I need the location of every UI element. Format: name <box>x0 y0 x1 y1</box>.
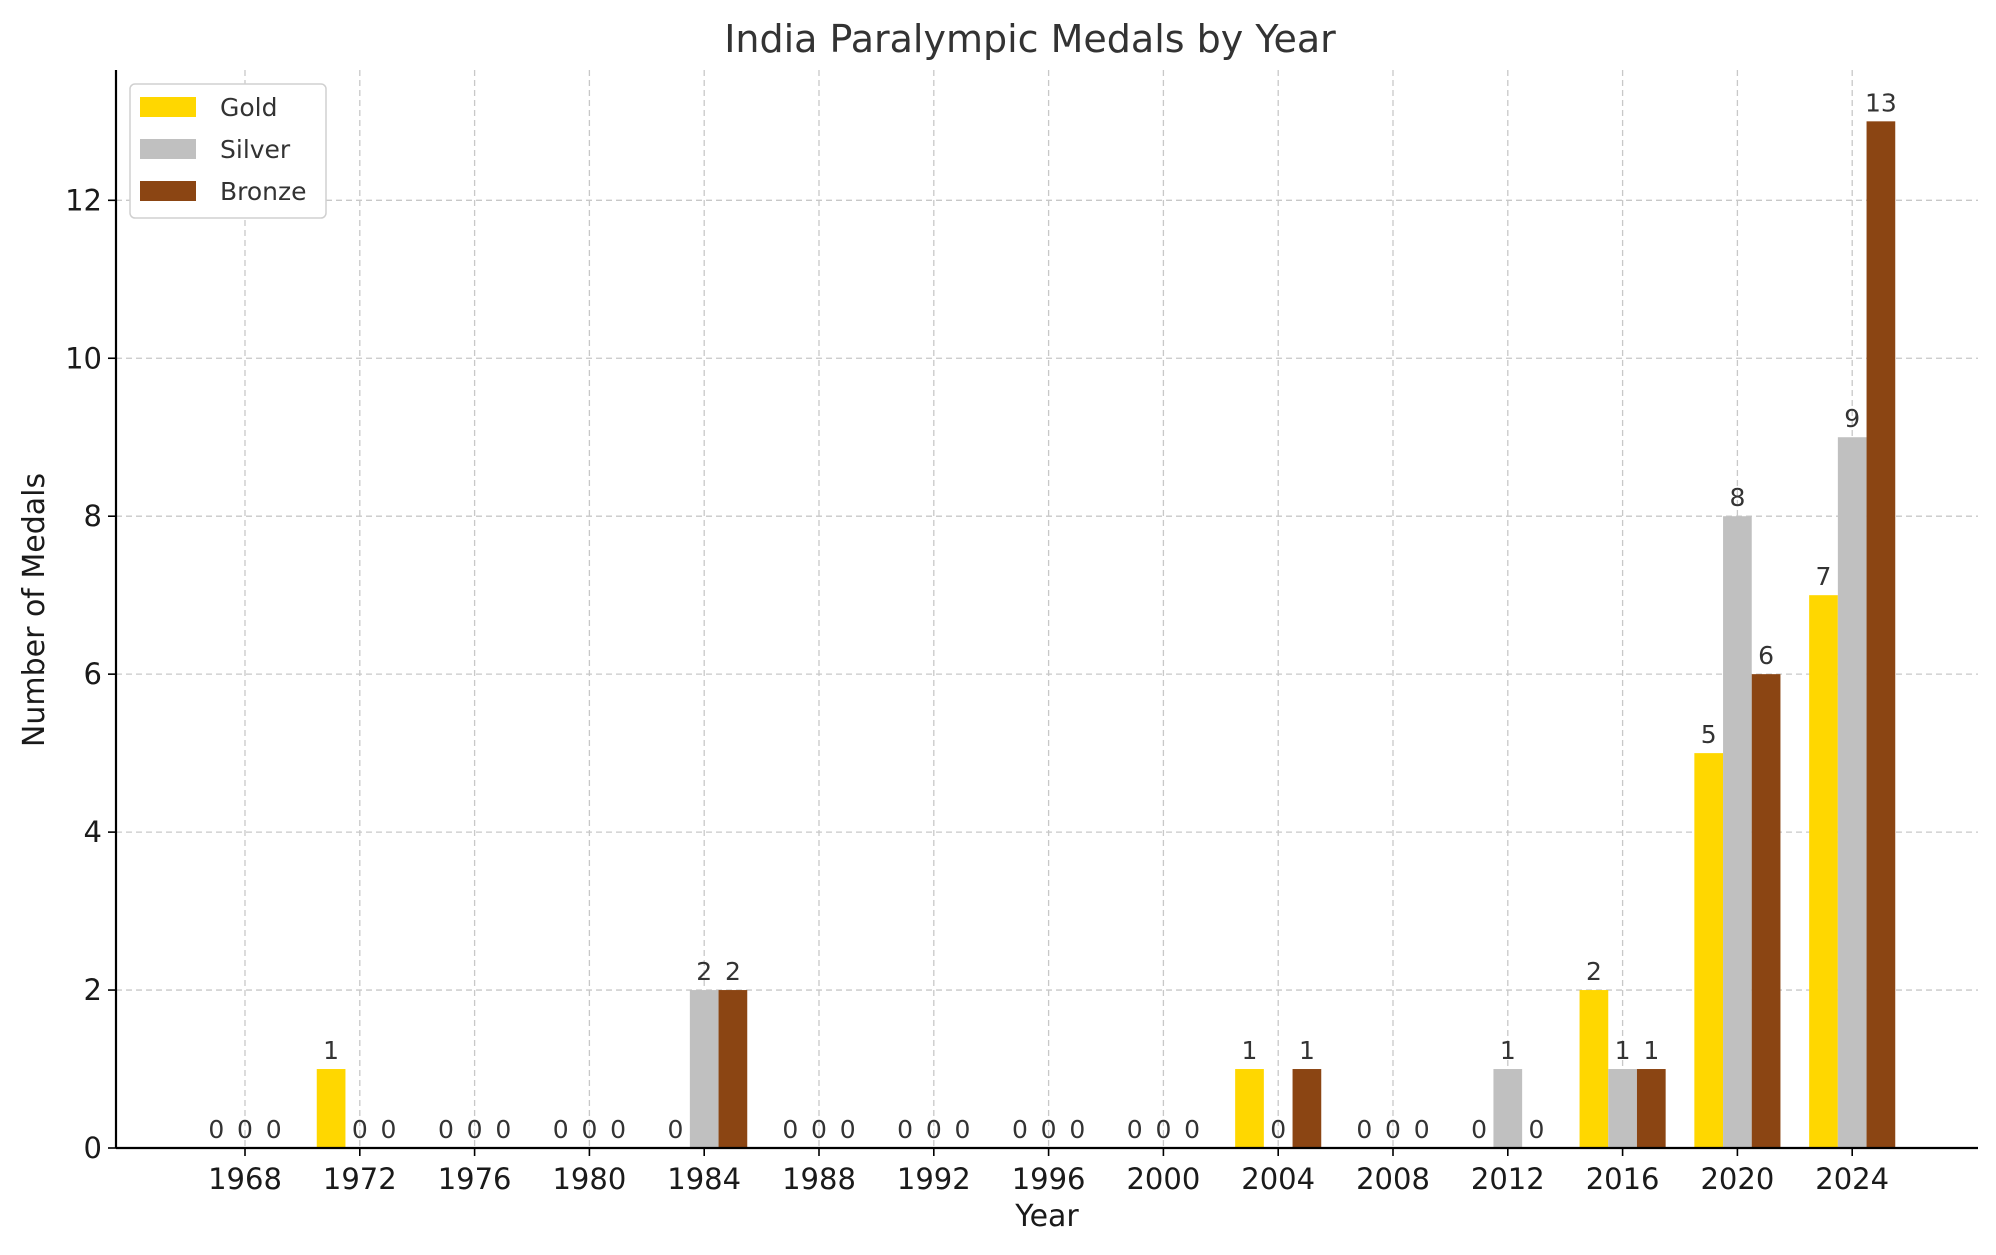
y-tick-label: 0 <box>84 1131 102 1165</box>
x-tick-label: 1992 <box>897 1162 971 1196</box>
data-label: 9 <box>1844 404 1860 433</box>
y-tick-label: 12 <box>65 183 102 217</box>
x-tick-label: 1980 <box>552 1162 626 1196</box>
bar-gold <box>1694 753 1724 1148</box>
data-label: 13 <box>1865 88 1897 117</box>
x-tick-label: 2008 <box>1356 1162 1430 1196</box>
data-label: 0 <box>1041 1115 1057 1144</box>
data-label: 0 <box>782 1115 798 1144</box>
data-label: 0 <box>1184 1115 1200 1144</box>
x-tick-label: 2000 <box>1126 1162 1200 1196</box>
data-label: 1 <box>1242 1036 1258 1065</box>
legend-swatch-gold <box>140 97 196 117</box>
x-tick-label: 1968 <box>208 1162 282 1196</box>
x-tick-label: 1988 <box>782 1162 856 1196</box>
data-label: 0 <box>1385 1115 1401 1144</box>
data-label: 1 <box>1299 1036 1315 1065</box>
bar-bronze <box>1636 1069 1666 1148</box>
x-tick-label: 1984 <box>667 1162 741 1196</box>
tick-labels: 1968 1972 1976 1980 1984 1988 1992 1996 2000 2004… <box>65 183 1889 1196</box>
y-tick-label: 8 <box>84 499 102 533</box>
x-tick-label: 2020 <box>1700 1162 1774 1196</box>
data-label: 0 <box>237 1115 253 1144</box>
data-label: 0 <box>955 1115 971 1144</box>
legend: Gold Silver Bronze <box>129 83 327 219</box>
x-tick-label: 2004 <box>1241 1162 1315 1196</box>
data-label: 6 <box>1758 641 1774 670</box>
bar-silver <box>1723 516 1752 1148</box>
data-label: 0 <box>1155 1115 1171 1144</box>
bar-bronze <box>1292 1069 1322 1148</box>
data-label: 0 <box>1356 1115 1372 1144</box>
bar-bronze <box>1866 121 1896 1148</box>
data-label: 0 <box>1471 1115 1487 1144</box>
data-label: 0 <box>840 1115 856 1144</box>
data-label: 0 <box>668 1115 684 1144</box>
legend-label-bronze: Bronze <box>220 177 307 206</box>
data-label: 0 <box>897 1115 913 1144</box>
bar-gold <box>316 1069 346 1148</box>
x-tick-label: 1972 <box>323 1162 397 1196</box>
bar-bronze <box>718 990 748 1148</box>
data-label: 0 <box>610 1115 626 1144</box>
data-label: 1 <box>1615 1036 1631 1065</box>
data-label: 0 <box>1529 1115 1545 1144</box>
data-label: 0 <box>553 1115 569 1144</box>
data-label: 0 <box>581 1115 597 1144</box>
data-label: 1 <box>1643 1036 1659 1065</box>
bar-silver <box>1493 1069 1523 1148</box>
bar-gold <box>1235 1069 1264 1148</box>
y-tick-label: 10 <box>65 341 102 375</box>
data-label: 0 <box>266 1115 282 1144</box>
data-label: 0 <box>1414 1115 1430 1144</box>
x-axis-label: Year <box>1014 1199 1079 1234</box>
legend-label-silver: Silver <box>220 135 291 164</box>
data-label: 0 <box>1127 1115 1143 1144</box>
x-tick-label: 1996 <box>1012 1162 1086 1196</box>
legend-label-gold: Gold <box>220 93 277 122</box>
data-label: 5 <box>1701 720 1717 749</box>
y-axis-label: Number of Medals <box>17 473 52 747</box>
bar-silver <box>1608 1069 1637 1148</box>
axes <box>108 70 1978 1156</box>
data-label: 0 <box>352 1115 368 1144</box>
data-label: 2 <box>1586 957 1602 986</box>
data-label: 2 <box>725 957 741 986</box>
data-label: 0 <box>1012 1115 1028 1144</box>
legend-swatch-silver <box>140 139 196 159</box>
data-label: 0 <box>495 1115 511 1144</box>
data-label: 2 <box>696 957 712 986</box>
data-label: 0 <box>1270 1115 1286 1144</box>
bar-gold <box>1579 990 1609 1148</box>
bar-silver <box>689 990 719 1148</box>
x-tick-label: 2024 <box>1815 1162 1889 1196</box>
data-label: 0 <box>811 1115 827 1144</box>
data-label: 0 <box>438 1115 454 1144</box>
x-tick-label: 2016 <box>1586 1162 1660 1196</box>
legend-swatch-bronze <box>140 181 196 201</box>
bar-gold <box>1809 595 1838 1148</box>
data-label: 0 <box>926 1115 942 1144</box>
data-label: 1 <box>323 1036 339 1065</box>
data-label: 8 <box>1729 483 1745 512</box>
y-tick-label: 2 <box>84 973 102 1007</box>
x-tick-label: 1976 <box>438 1162 512 1196</box>
chart-title: India Paralympic Medals by Year <box>724 17 1336 61</box>
data-label: 1 <box>1500 1036 1516 1065</box>
data-label: 7 <box>1816 562 1832 591</box>
x-tick-label: 2012 <box>1471 1162 1545 1196</box>
data-label: 0 <box>208 1115 224 1144</box>
bar-bronze <box>1751 674 1781 1148</box>
y-tick-label: 4 <box>84 815 102 849</box>
data-label: 0 <box>1069 1115 1085 1144</box>
data-label: 0 <box>381 1115 397 1144</box>
bars <box>316 121 1896 1148</box>
data-label: 0 <box>467 1115 483 1144</box>
y-tick-label: 6 <box>84 657 102 691</box>
bar-silver <box>1837 437 1867 1148</box>
